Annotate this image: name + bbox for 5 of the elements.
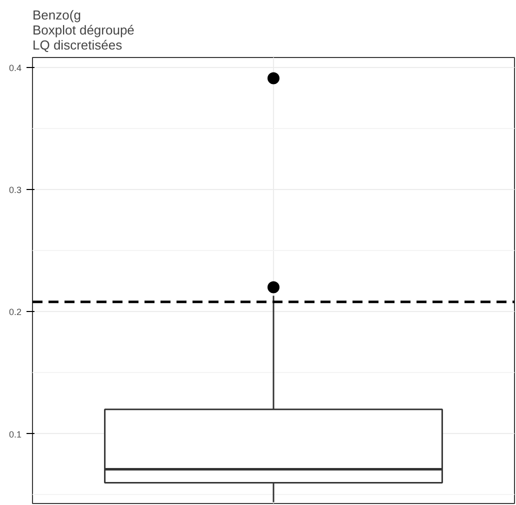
chart-title: Benzo(g Boxplot dégroupé LQ discretisées — [32, 8, 134, 52]
y-tick-label: 0.4 — [8, 62, 22, 73]
y-tick-label: 0.1 — [8, 429, 22, 440]
y-tick-label: 0.2 — [8, 307, 22, 318]
y-tick-label: 0.3 — [8, 184, 22, 195]
